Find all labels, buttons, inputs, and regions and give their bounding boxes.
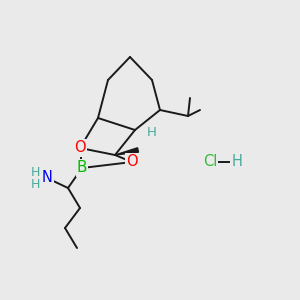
Text: O: O <box>126 154 138 169</box>
Text: H: H <box>30 166 40 178</box>
Text: H: H <box>30 178 40 190</box>
Text: H: H <box>147 125 157 139</box>
Text: O: O <box>74 140 86 155</box>
Text: H: H <box>232 154 242 169</box>
Text: Cl: Cl <box>203 154 217 169</box>
Text: B: B <box>77 160 87 175</box>
Polygon shape <box>115 148 139 155</box>
Text: N: N <box>42 170 52 185</box>
